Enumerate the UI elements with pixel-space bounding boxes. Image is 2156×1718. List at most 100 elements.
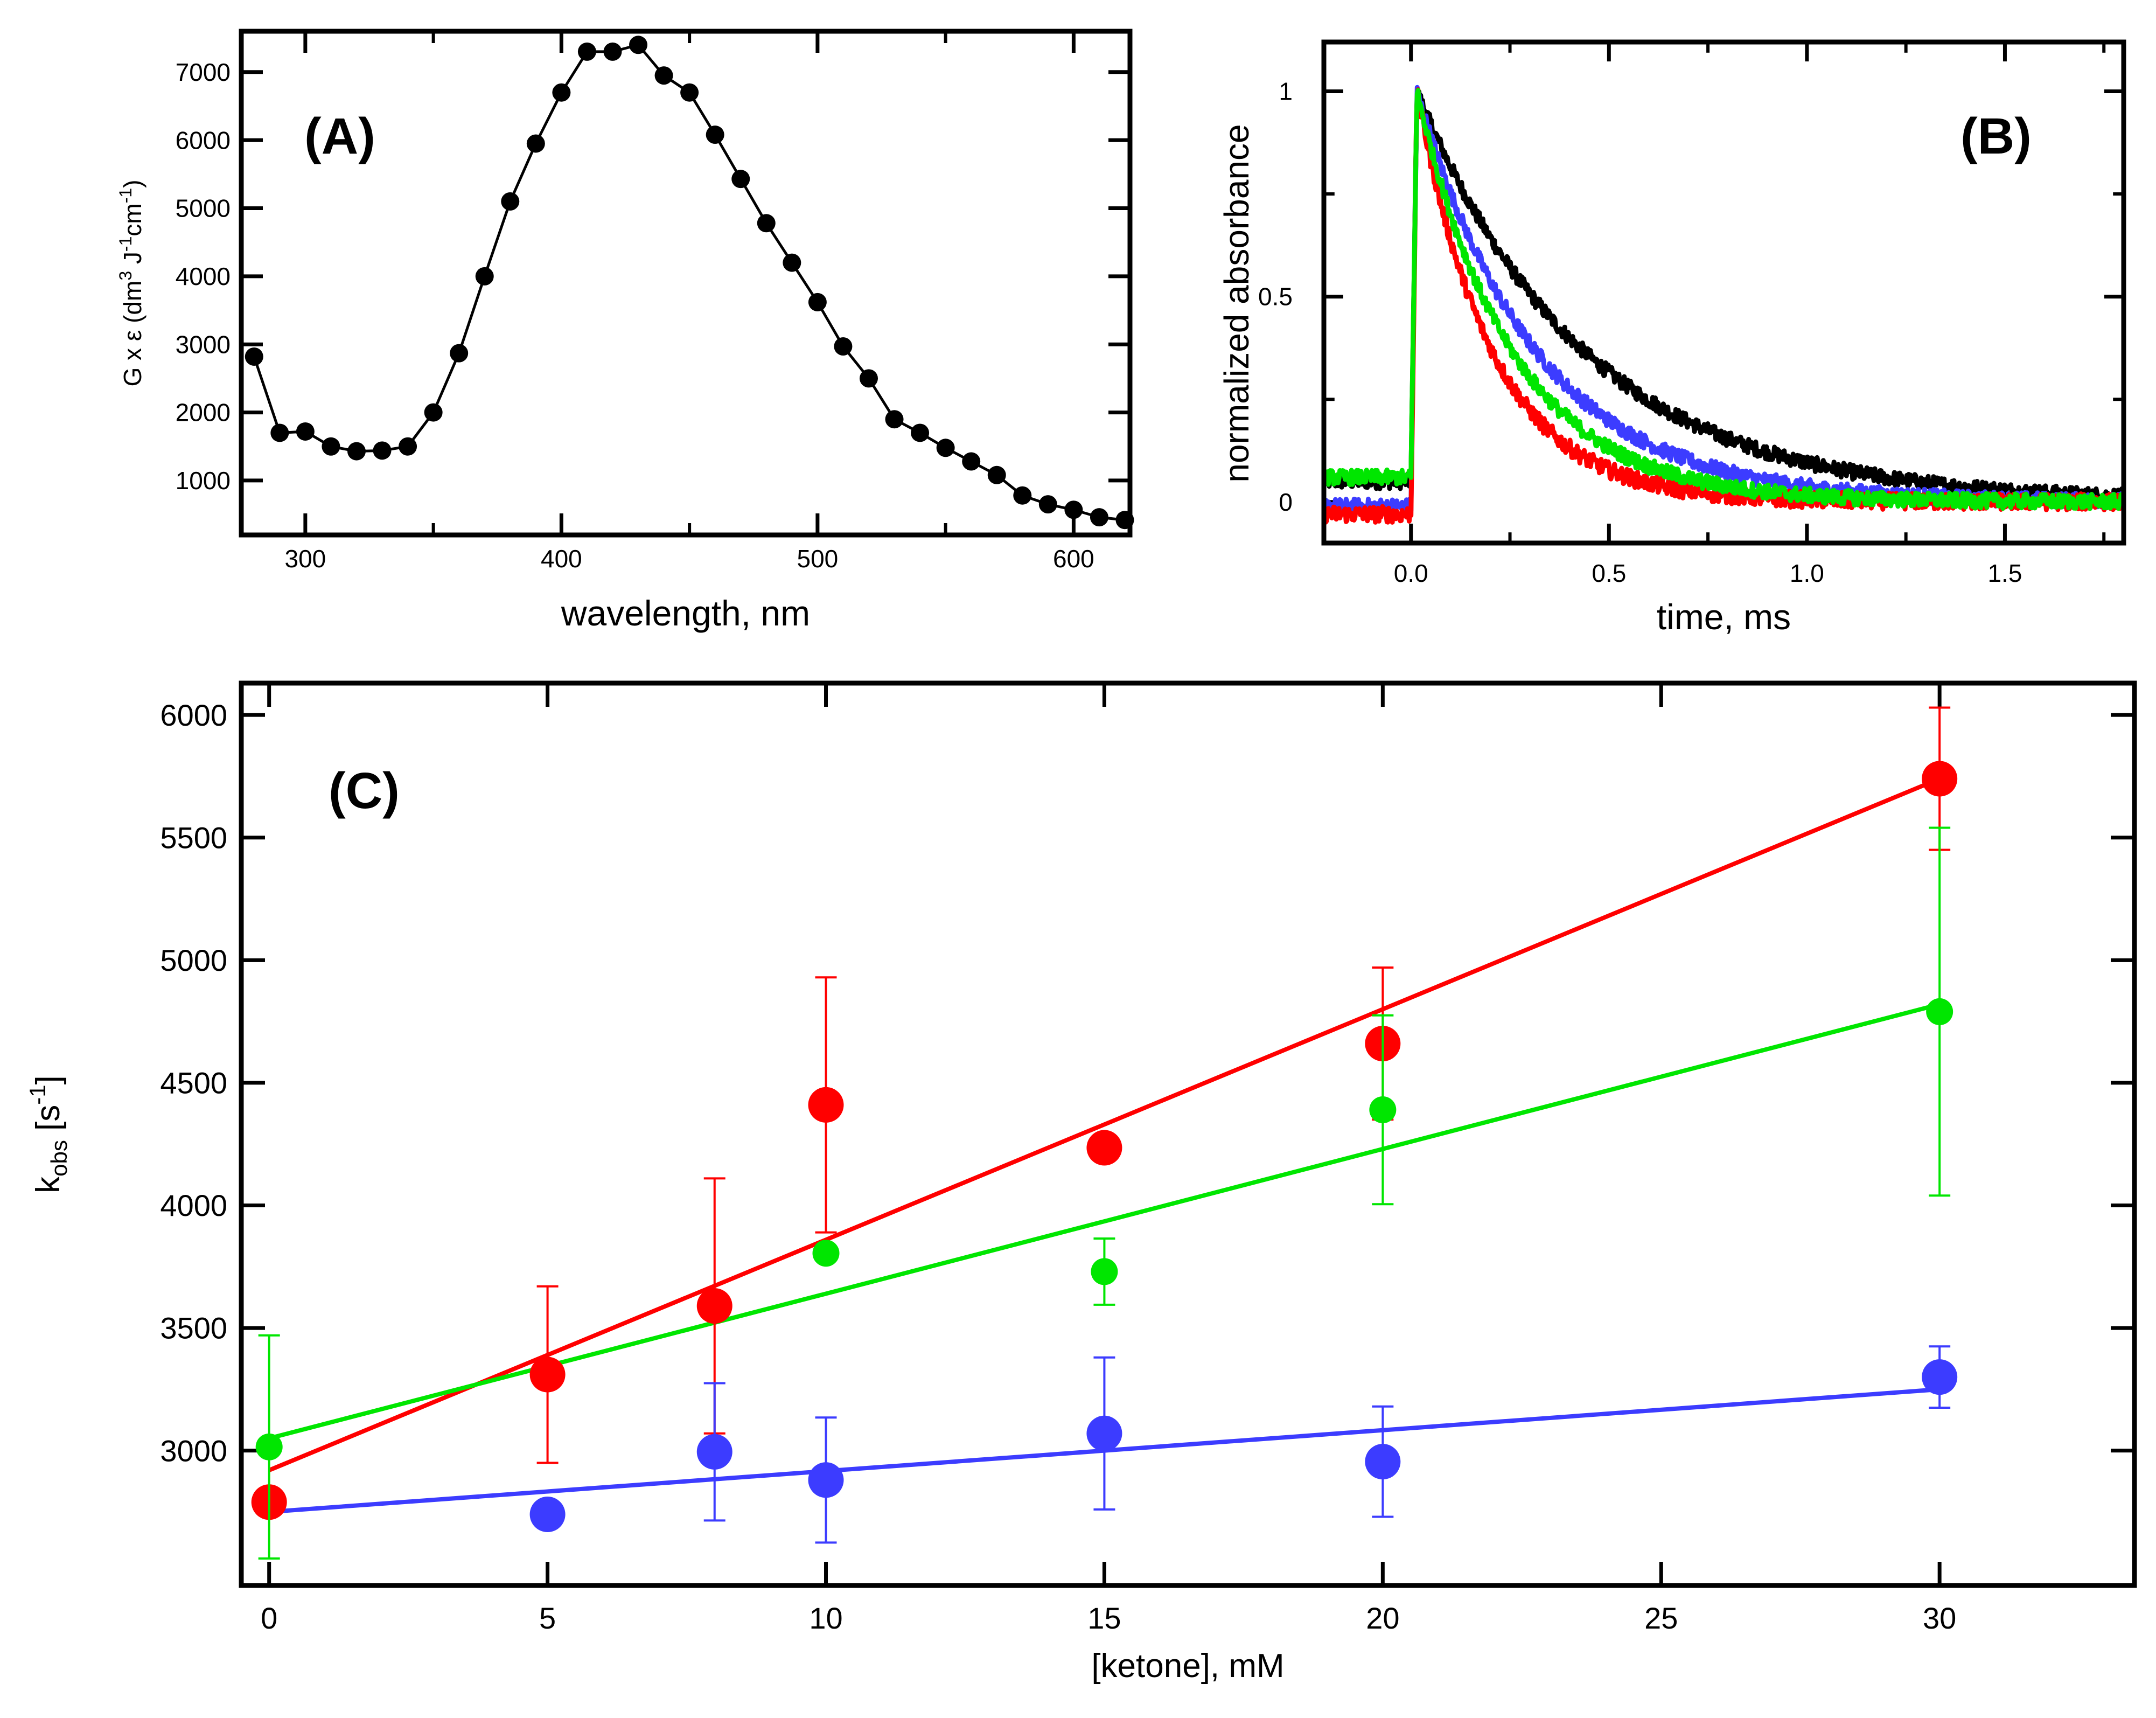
- x-tick-label: 1.0: [1790, 559, 1824, 587]
- panel-b-x-axis-title: time, ms: [1657, 597, 1791, 637]
- panel-c-point: [1926, 998, 1953, 1025]
- panel-c-x-axis-title: [ketone], mM: [1091, 1647, 1284, 1685]
- panel-c-point: [808, 1087, 844, 1123]
- panel-a-point: [706, 126, 724, 144]
- x-tick-label: 15: [1087, 1601, 1121, 1635]
- x-tick-label: 5: [539, 1601, 556, 1635]
- y-tick-label: 3000: [160, 1434, 227, 1467]
- panel-a-ylabel-sup: 3: [116, 271, 135, 281]
- panel-a-point: [1064, 500, 1083, 519]
- panel-a-point: [680, 83, 699, 102]
- panel-a-point: [731, 170, 750, 189]
- x-tick-label: 10: [809, 1601, 842, 1635]
- panel-a-point: [424, 403, 443, 422]
- panel-c-frame: [239, 680, 2137, 1588]
- panel-c-point: [1922, 761, 1958, 797]
- panel-a-point: [1090, 508, 1108, 527]
- panel-a-data: [245, 36, 1134, 530]
- panel-c-data: [251, 706, 1958, 1560]
- panel-c-ylabel-sup: -1: [25, 1084, 50, 1104]
- panel-b-ticks: 0.0 0.5 1.0 1.5 0 0.5 1: [1258, 42, 2124, 587]
- panel-c-point: [696, 1434, 732, 1470]
- panel-b-frame: [1321, 39, 2126, 546]
- y-tick-label: 1: [1279, 78, 1293, 106]
- panel-a: 300 400 500 600 1000 2000 3000 4000 5000 6000 7000…: [116, 29, 1134, 633]
- panel-a-point: [962, 452, 981, 471]
- y-tick-label: 5000: [160, 943, 227, 977]
- panel-a-ylabel-part: cm: [118, 203, 146, 236]
- panel-c-y-axis-title: kobs [s-1]: [25, 1075, 72, 1193]
- panel-a-point: [936, 439, 955, 457]
- panel-a-point: [757, 214, 776, 233]
- x-tick-label: 300: [285, 545, 326, 573]
- panel-a-point: [834, 337, 853, 356]
- panel-a-point: [322, 437, 340, 456]
- panel-a-point: [245, 347, 263, 366]
- panel-c-point: [1365, 1444, 1401, 1480]
- panel-a-point: [629, 36, 648, 54]
- y-tick-label: 4500: [160, 1066, 227, 1100]
- panel-a-point: [347, 442, 366, 461]
- panel-a-point: [450, 344, 469, 363]
- panel-c-point: [1086, 1415, 1122, 1451]
- panel-c: 0 5 10 15 20 25 30 3000 3500 4000 4500 5000 5500 6000…: [25, 680, 2137, 1685]
- x-tick-label: 25: [1644, 1601, 1678, 1635]
- panel-c-point: [812, 1240, 840, 1267]
- y-tick-label: 7000: [176, 58, 231, 86]
- panel-a-point: [783, 253, 801, 272]
- panel-c-label: (C): [329, 762, 400, 819]
- panel-a-ticks: 300 400 500 600 1000 2000 3000 4000 5000 6000 7000: [176, 31, 1130, 573]
- x-tick-label: 0.5: [1592, 559, 1626, 587]
- y-tick-label: 0.5: [1258, 283, 1293, 311]
- panel-b-y-axis-title: normalized absorbance: [1217, 124, 1256, 482]
- panel-a-point: [1038, 495, 1057, 514]
- panel-a-point: [501, 192, 520, 211]
- panel-c-point: [808, 1462, 844, 1498]
- panel-c-ticks: 0 5 10 15 20 25 30 3000 3500 4000 4500 5000 5500 6000: [160, 683, 2134, 1635]
- panel-a-y-axis-title: G x ε (dm3 J-1cm-1): [116, 180, 146, 387]
- y-tick-label: 5500: [160, 820, 227, 854]
- y-tick-label: 3500: [160, 1311, 227, 1345]
- panel-b: 0.0 0.5 1.0 1.5 0 0.5 1 (B) time, ms normalize…: [1217, 39, 2126, 637]
- y-tick-label: 6000: [176, 126, 231, 154]
- x-tick-label: 30: [1923, 1601, 1956, 1635]
- panel-c-point: [696, 1288, 732, 1324]
- panel-a-x-axis-title: wavelength, nm: [561, 593, 810, 633]
- panel-b-trace: [1321, 89, 2126, 506]
- panel-a-point: [475, 267, 494, 286]
- panel-c-point: [1922, 1359, 1958, 1395]
- y-tick-label: 1000: [176, 467, 231, 495]
- x-tick-label: 600: [1053, 545, 1094, 573]
- panel-c-point: [1091, 1258, 1118, 1285]
- panel-a-label: (A): [304, 108, 375, 165]
- panel-c-point: [255, 1433, 283, 1460]
- panel-c-ylabel-part: ]: [30, 1075, 67, 1084]
- panel-a-ylabel-part: J: [118, 252, 146, 271]
- panel-a-ylabel-part: ): [118, 180, 146, 188]
- panel-c-ylabel-sub: obs: [46, 1140, 72, 1177]
- panel-a-point: [373, 441, 392, 460]
- panel-c-ylabel-part: [s: [30, 1105, 67, 1140]
- y-tick-label: 2000: [176, 399, 231, 427]
- x-tick-label: 0.0: [1394, 559, 1428, 587]
- panel-a-point: [859, 369, 878, 388]
- panel-c-point: [529, 1497, 566, 1533]
- panel-a-point: [1013, 486, 1032, 505]
- panel-a-point: [526, 134, 545, 153]
- panel-a-point: [885, 410, 904, 429]
- panel-a-point: [808, 293, 827, 311]
- x-tick-label: 0: [261, 1601, 277, 1635]
- panel-a-ylabel-sup: -1: [116, 237, 135, 252]
- panel-a-point: [552, 83, 571, 102]
- y-tick-label: 4000: [176, 262, 231, 290]
- panel-a-ylabel-sup: -1: [116, 188, 135, 203]
- y-tick-label: 6000: [160, 698, 227, 732]
- panel-a-point: [399, 437, 417, 456]
- x-tick-label: 500: [797, 545, 839, 573]
- panel-b-trace: [1321, 88, 2126, 511]
- panel-c-point: [529, 1357, 566, 1393]
- panel-b-label: (B): [1960, 108, 2032, 165]
- panel-a-point: [577, 42, 596, 61]
- panel-a-ylabel-part: G x ε (dm: [118, 281, 146, 387]
